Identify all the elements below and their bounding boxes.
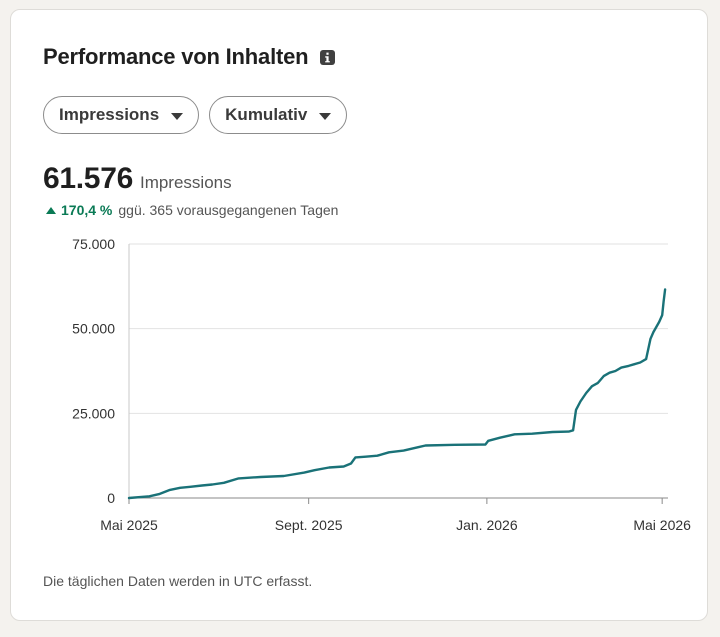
metric-dropdown-label: Impressions [59,105,160,124]
title-row: Performance von Inhalten [43,44,336,70]
content-performance-card: Performance von Inhalten Impressions Kum… [10,9,708,621]
metric-value: 61.576 [43,162,133,195]
caret-down-icon [319,105,332,125]
y-tick-label: 25.000 [72,405,115,421]
metric-unit: Impressions [139,173,232,192]
y-tick-label: 0 [107,490,115,506]
mode-dropdown[interactable]: Kumulativ [209,96,348,134]
change-indicator: 170,4 % ggü. 365 vorausgegangenen Tagen [46,202,338,218]
caret-down-icon [171,105,184,125]
filter-bar: Impressions Kumulativ [43,96,348,134]
change-comparison-text: ggü. 365 vorausgegangenen Tagen [118,202,339,218]
x-tick-label: Jan. 2026 [456,517,518,533]
x-tick-label: Mai 2026 [633,517,691,533]
info-icon[interactable] [320,49,336,65]
y-tick-label: 75.000 [72,236,115,252]
x-tick-label: Sept. 2025 [275,517,343,533]
x-tick-label: Mai 2025 [100,517,158,533]
y-tick-label: 50.000 [72,321,115,337]
metric-dropdown[interactable]: Impressions [43,96,200,134]
card-title: Performance von Inhalten [43,44,309,69]
mode-dropdown-label: Kumulativ [225,105,308,124]
change-percentage: 170,4 % [61,202,113,218]
impressions-series-line [127,288,667,500]
footnote: Die täglichen Daten werden in UTC erfass… [43,573,313,589]
impressions-line-chart: 0 25.000 50.000 75.000 Mai 2025 Sept. 2025 Jan… [72,236,691,533]
metric-summary: 61.576 Impressions [43,162,232,196]
trend-up-icon [46,206,56,214]
